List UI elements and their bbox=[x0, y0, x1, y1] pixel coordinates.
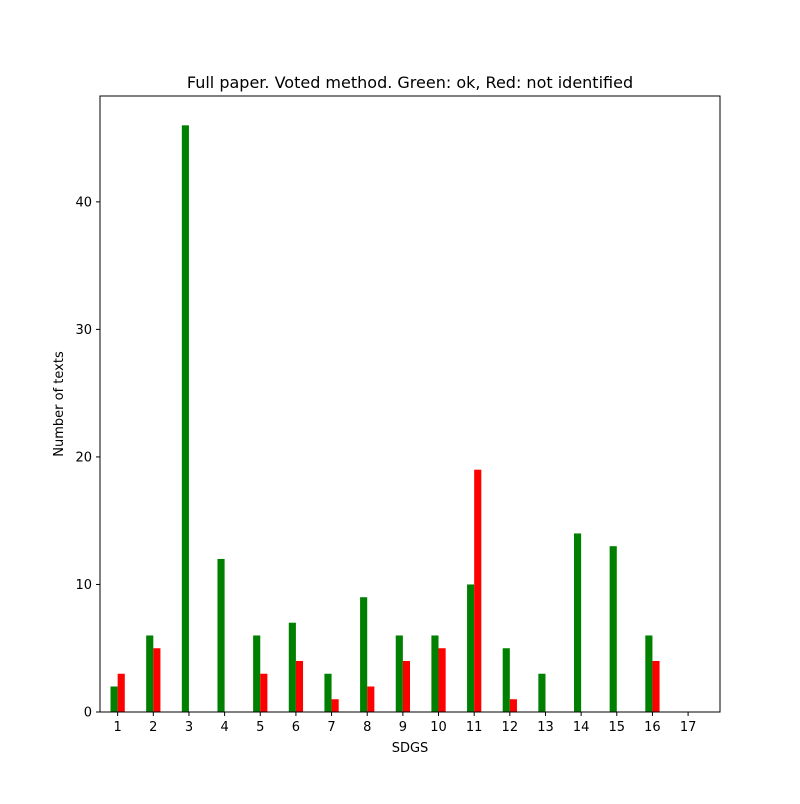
bar-series2-1 bbox=[117, 673, 125, 712]
bar-series1-16 bbox=[645, 635, 653, 712]
bar-series1-6 bbox=[288, 622, 296, 712]
x-tick-label: 7 bbox=[327, 720, 335, 735]
y-tick-label: 10 bbox=[75, 578, 92, 593]
bar-series2-9 bbox=[402, 660, 410, 712]
bar-series2-5 bbox=[260, 673, 268, 712]
y-axis-ticks: 0 10 20 30 40 bbox=[75, 195, 100, 721]
bar-series2-7 bbox=[331, 699, 339, 712]
bar-series1-13 bbox=[538, 673, 546, 712]
bar-series2-11 bbox=[474, 469, 482, 712]
bar-series2-12 bbox=[509, 699, 517, 712]
x-tick-label: 2 bbox=[149, 720, 157, 735]
chart-title: Full paper. Voted method. Green: ok, Red… bbox=[187, 73, 633, 92]
bar-series1-11 bbox=[467, 584, 475, 712]
bar-series1-12 bbox=[502, 648, 510, 712]
bars-layer bbox=[110, 125, 660, 713]
bar-series2-10 bbox=[438, 648, 446, 712]
y-tick-label: 30 bbox=[75, 323, 92, 338]
x-tick-label: 15 bbox=[609, 720, 626, 735]
x-tick-label: 3 bbox=[185, 720, 193, 735]
x-tick-label: 16 bbox=[644, 720, 661, 735]
x-axis-ticks: 1 2 3 4 5 6 7 8 9 10 11 12 13 14 15 16 17 bbox=[114, 712, 697, 735]
x-tick-label: 1 bbox=[114, 720, 122, 735]
bar-series2-16 bbox=[652, 660, 660, 712]
bar-series1-2 bbox=[146, 635, 154, 712]
x-tick-label: 4 bbox=[220, 720, 228, 735]
bar-series1-7 bbox=[324, 673, 332, 712]
x-tick-label: 13 bbox=[537, 720, 554, 735]
bar-series1-9 bbox=[395, 635, 403, 712]
bar-series2-2 bbox=[153, 648, 161, 712]
x-tick-label: 10 bbox=[430, 720, 447, 735]
bar-series1-15 bbox=[609, 546, 617, 712]
x-tick-label: 8 bbox=[363, 720, 371, 735]
x-tick-label: 9 bbox=[399, 720, 407, 735]
bar-series1-3 bbox=[181, 125, 189, 713]
bar-series1-8 bbox=[360, 597, 368, 712]
bar-series1-1 bbox=[110, 686, 118, 712]
x-tick-label: 12 bbox=[502, 720, 519, 735]
x-tick-label: 6 bbox=[292, 720, 300, 735]
y-tick-label: 20 bbox=[75, 450, 92, 465]
y-axis-label: Number of texts bbox=[52, 351, 67, 457]
plot-frame bbox=[99, 95, 721, 713]
bar-series1-10 bbox=[431, 635, 439, 712]
bar-series1-4 bbox=[217, 558, 225, 712]
y-tick-label: 40 bbox=[75, 195, 92, 210]
x-tick-label: 17 bbox=[680, 720, 697, 735]
plot-area bbox=[100, 96, 720, 712]
bar-series1-14 bbox=[574, 533, 582, 712]
x-tick-label: 14 bbox=[573, 720, 590, 735]
y-tick-label: 0 bbox=[84, 706, 92, 721]
bar-series1-5 bbox=[253, 635, 261, 712]
x-tick-label: 11 bbox=[466, 720, 483, 735]
x-axis-label: SDGS bbox=[392, 741, 429, 756]
x-tick-label: 5 bbox=[256, 720, 264, 735]
bar-series2-6 bbox=[295, 660, 304, 712]
bar-series2-8 bbox=[367, 686, 375, 712]
